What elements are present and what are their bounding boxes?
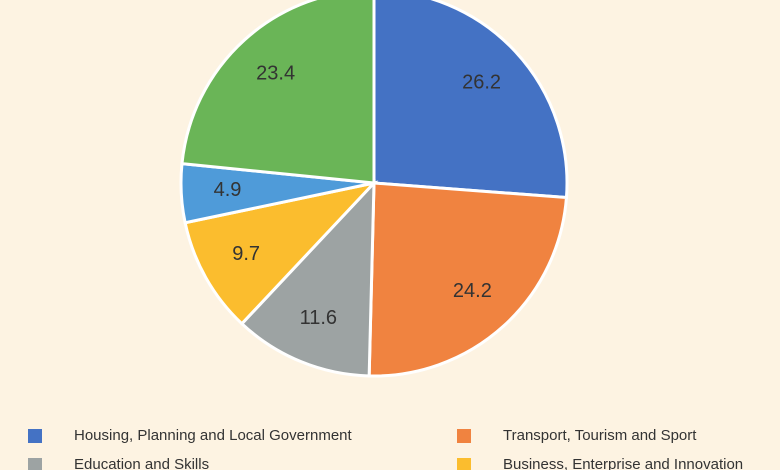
legend-swatch (457, 458, 471, 470)
legend-swatch (457, 429, 471, 443)
value-label: 9.7 (232, 243, 260, 265)
pie-slice (183, 180, 379, 326)
value-label: 26.2 (462, 72, 501, 94)
value-label: 23.4 (256, 62, 295, 84)
legend-label: Business, Enterprise and Innovation (503, 456, 743, 470)
value-label: 24.2 (453, 280, 492, 302)
value-label: 11.6 (300, 307, 337, 329)
pie-slice (367, 181, 569, 378)
pie-slice (239, 179, 376, 378)
legend-swatch (28, 458, 42, 470)
legend-swatch (28, 429, 42, 443)
legend-label: Transport, Tourism and Sport (503, 427, 697, 444)
legend-label: Housing, Planning and Local Government (74, 427, 353, 444)
pie-slice (372, 0, 569, 200)
legend-label: Education and Skills (74, 456, 209, 470)
value-label: 4.9 (214, 179, 242, 201)
pie-slice (180, 0, 376, 185)
